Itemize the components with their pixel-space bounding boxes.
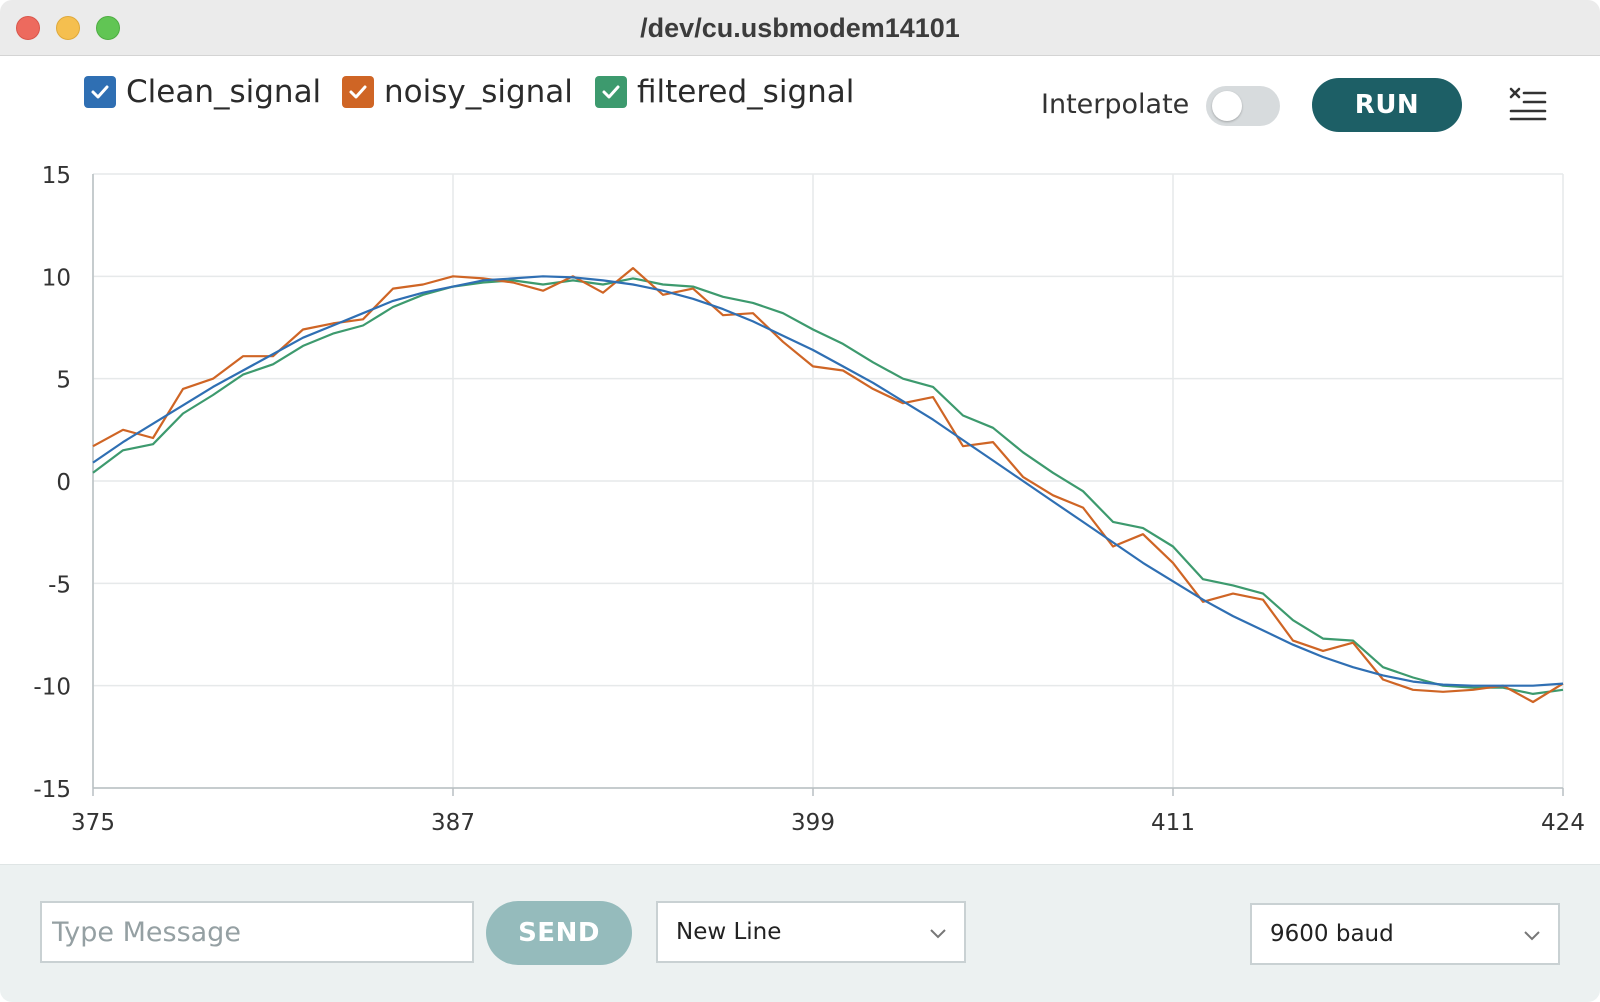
chevron-down-icon (930, 929, 946, 939)
x-tick-label: 375 (71, 810, 115, 836)
legend-item-clean-signal[interactable]: Clean_signal (84, 74, 321, 110)
message-input[interactable] (40, 901, 474, 963)
x-tick-label: 387 (431, 810, 475, 836)
y-tick-label: 15 (42, 163, 71, 189)
minimize-window-button[interactable] (56, 16, 80, 40)
chevron-down-icon (1524, 931, 1540, 941)
interpolate-toggle[interactable] (1206, 86, 1280, 126)
baud-rate-value: 9600 baud (1270, 921, 1394, 947)
series-line-filtered-signal (92, 277, 1564, 696)
y-tick-label: 0 (56, 470, 71, 496)
legend-label: filtered_signal (637, 74, 855, 110)
x-tick-label: 424 (1541, 810, 1585, 836)
window-title: /dev/cu.usbmodem14101 (640, 13, 960, 43)
legend-item-filtered-signal[interactable]: filtered_signal (595, 74, 854, 110)
line-ending-select[interactable]: New Line (656, 901, 966, 963)
filtered-signal-checkbox[interactable] (595, 76, 627, 108)
legend-label: Clean_signal (126, 74, 322, 110)
check-icon (349, 85, 367, 99)
bottom-bar: SEND New Line 9600 baud (0, 864, 1600, 1002)
x-tick-label: 411 (1151, 810, 1195, 836)
baud-rate-select[interactable]: 9600 baud (1250, 903, 1560, 965)
interpolate-label: Interpolate (1041, 89, 1190, 120)
title-bar: /dev/cu.usbmodem14101 (0, 0, 1600, 56)
clear-list-icon[interactable] (1508, 86, 1548, 122)
send-button[interactable]: SEND (486, 901, 632, 965)
series-line-clean-signal (92, 275, 1564, 687)
noisy-signal-checkbox[interactable] (342, 76, 374, 108)
legend-label: noisy_signal (384, 74, 573, 110)
y-tick-label: -5 (48, 572, 71, 598)
toggle-knob (1212, 91, 1242, 121)
check-icon (91, 85, 109, 99)
check-icon (602, 85, 620, 99)
maximize-window-button[interactable] (96, 16, 120, 40)
y-tick-label: 5 (56, 368, 71, 394)
y-tick-label: 10 (42, 265, 71, 291)
line-ending-value: New Line (676, 919, 782, 945)
legend-item-noisy-signal[interactable]: noisy_signal (342, 74, 573, 110)
y-tick-label: -10 (33, 675, 71, 701)
close-window-button[interactable] (16, 16, 40, 40)
x-tick-label: 399 (791, 810, 835, 836)
clean-signal-checkbox[interactable] (84, 76, 116, 108)
y-tick-label: -15 (33, 777, 71, 803)
run-button[interactable]: RUN (1312, 78, 1462, 132)
